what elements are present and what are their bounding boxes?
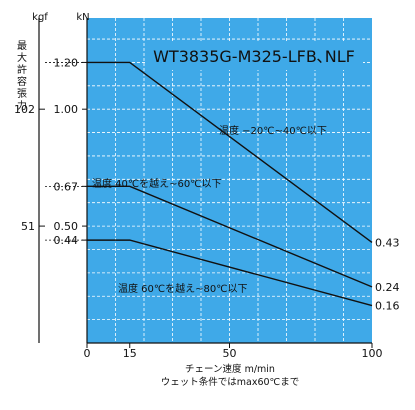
y-tick-label-kgf: 51 (21, 220, 35, 233)
grid (87, 18, 372, 343)
chart-title: WT3835G-M325-LFB､NLF (153, 47, 355, 66)
series-label: 温度 40℃を越え~60℃以下 (92, 177, 221, 190)
x-axis-note: ウェット条件ではmax60℃まで (161, 376, 299, 388)
y-unit-kgf: kgf (32, 12, 48, 23)
x-axis-label: チェーン速度 m/min (185, 363, 275, 375)
series-line (87, 61, 373, 244)
x-tick-label: 15 (123, 347, 137, 360)
axes (38, 18, 373, 348)
y-tick-label-kn: 1.00 (54, 103, 79, 116)
y-tick-label-kn: 0.44 (54, 234, 79, 247)
y-tick-label-kn: 1.20 (54, 56, 79, 69)
x-tick-label: 50 (223, 347, 237, 360)
title-box (146, 43, 363, 70)
y-unit-kn: kN (76, 12, 89, 23)
series-end-label: 0.16 (375, 300, 400, 313)
series-lines (45, 61, 373, 307)
y-axis-label: 最大許容張力 (15, 40, 27, 112)
series-label: 温度 60℃を越え~80℃以下 (118, 282, 247, 295)
series-end-label: 0.24 (375, 281, 400, 294)
series-end-label: 0.43 (375, 236, 400, 249)
y-tick-label-kn: 0.50 (54, 220, 79, 233)
x-tick-label: 100 (362, 347, 383, 360)
series-label: 温度 −20℃~40℃以下 (219, 124, 327, 137)
y-tick-label-kgf: 102 (14, 103, 35, 116)
y-tick-label-kn: 0.67 (54, 180, 79, 193)
series-line (87, 185, 373, 288)
labels: kgf kN 最大許容張力 1.20 1.00 0.67 0.500.44 102 51 0 15 5… (14, 12, 400, 388)
series-line (87, 239, 373, 307)
x-tick-label: 0 (84, 347, 91, 360)
